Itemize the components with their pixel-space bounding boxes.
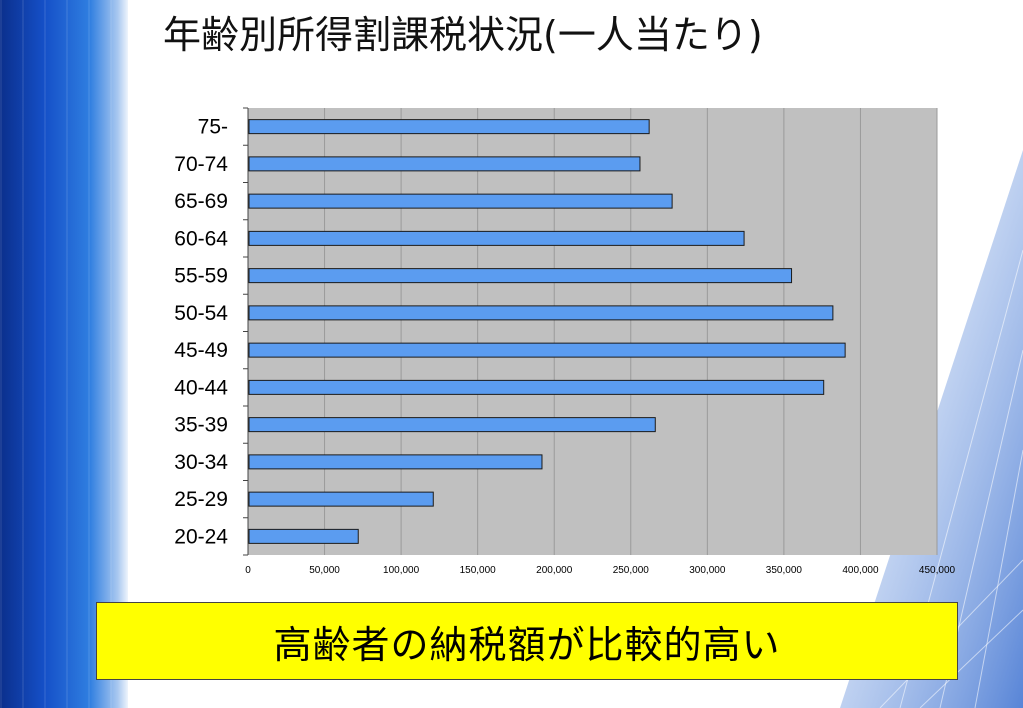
bar-45-49 — [248, 342, 846, 358]
x-tick-label: 450,000 — [919, 565, 956, 576]
x-tick-label: 400,000 — [842, 565, 879, 576]
bar-65-69 — [248, 193, 673, 209]
x-tick-labels: 0 50,000 100,000 150,000 200,000 250,000 300,0… — [245, 565, 955, 576]
y-tick-labels: 75- 70-74 65-69 60-64 55-59 50-54 45-49 40-44 35… — [174, 116, 228, 549]
bar-20-24 — [248, 528, 359, 544]
bar-25-29 — [248, 491, 434, 507]
x-tick-label: 250,000 — [613, 565, 650, 576]
bar-60-64 — [248, 230, 745, 246]
bar-55-59 — [248, 268, 793, 284]
y-tick-label: 20-24 — [174, 525, 228, 548]
grid-lines — [243, 107, 938, 556]
y-tick-label: 75- — [198, 116, 228, 139]
y-tick-label: 55-59 — [174, 265, 228, 288]
y-tick-label: 45-49 — [174, 339, 228, 362]
y-tick-label: 70-74 — [174, 153, 228, 176]
x-tick-label: 150,000 — [460, 565, 497, 576]
x-tick-label: 300,000 — [689, 565, 726, 576]
bar-40-44 — [248, 379, 825, 395]
y-tick-label: 50-54 — [174, 302, 228, 325]
y-tick-label: 25-29 — [174, 488, 228, 511]
y-tick-label: 40-44 — [174, 376, 228, 399]
bar-50-54 — [248, 305, 834, 321]
left-decoration-band — [0, 0, 128, 708]
conclusion-callout: 高齢者の納税額が比較的高い — [96, 602, 958, 680]
x-tick-label: 100,000 — [383, 565, 420, 576]
bar-30-34 — [248, 454, 543, 470]
conclusion-text: 高齢者の納税額が比較的高い — [273, 622, 781, 667]
page-title: 年齢別所得割課税状況(一人当たり) — [163, 13, 763, 57]
x-tick-label: 200,000 — [536, 565, 573, 576]
bar-35-39 — [248, 417, 656, 433]
y-tick-label: 65-69 — [174, 190, 228, 213]
x-tick-label: 350,000 — [766, 565, 803, 576]
bar-70-74 — [248, 156, 641, 172]
y-tick-label: 35-39 — [174, 414, 228, 437]
bars — [248, 119, 846, 544]
y-tick-label: 30-34 — [174, 451, 228, 474]
plot-area — [248, 108, 937, 555]
x-tick-label: 0 — [245, 565, 251, 576]
y-tick-label: 60-64 — [174, 227, 228, 250]
bar-75- — [248, 119, 650, 135]
x-tick-label: 50,000 — [309, 565, 340, 576]
